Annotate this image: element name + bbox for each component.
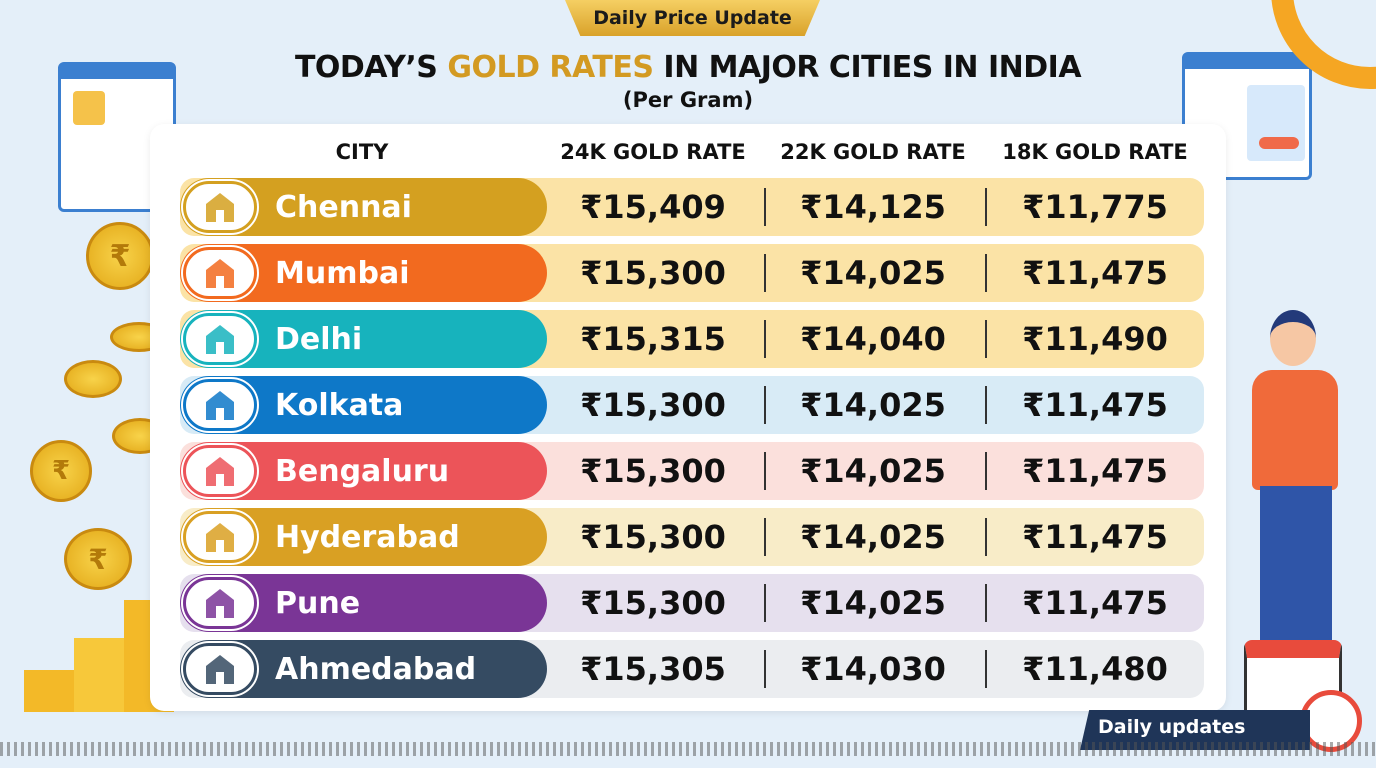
house-icon [183,643,257,695]
rate-24k: ₹15,409 [580,188,726,226]
city-name: Hyderabad [275,519,460,555]
header-22k: 22K GOLD RATE [780,140,966,164]
city-name: Mumbai [275,255,410,291]
table-row: Mumbai ₹15,300 ₹14,025 ₹11,475 [180,244,1204,302]
header-18k: 18K GOLD RATE [1002,140,1188,164]
table-row: Kolkata ₹15,300 ₹14,025 ₹11,475 [180,376,1204,434]
city-pill: Delhi [180,310,547,368]
rate-22k: ₹14,025 [800,584,946,622]
table-row: Bengaluru ₹15,300 ₹14,025 ₹11,475 [180,442,1204,500]
city-name: Chennai [275,189,412,225]
woman-holding-jewelry-illustration [1240,310,1350,650]
temple-icon [183,181,257,233]
fort-icon [183,577,257,629]
table-row: Ahmedabad ₹15,305 ₹14,030 ₹11,480 [180,640,1204,698]
rate-18k: ₹11,475 [1022,254,1168,292]
rate-18k: ₹11,475 [1022,386,1168,424]
bridge-icon [183,379,257,431]
city-pill: Hyderabad [180,508,547,566]
city-pill: Mumbai [180,244,547,302]
city-pill: Pune [180,574,547,632]
rate-24k: ₹15,300 [580,518,726,556]
orange-arc-decoration [1271,0,1376,89]
city-pill: Bengaluru [180,442,547,500]
title-part1: TODAY’S [294,50,448,85]
rate-18k: ₹11,475 [1022,518,1168,556]
column-divider [764,386,766,424]
rate-22k: ₹14,030 [800,650,946,688]
rate-24k: ₹15,300 [580,452,726,490]
city-name: Kolkata [275,387,404,423]
rate-22k: ₹14,025 [800,518,946,556]
column-divider [764,650,766,688]
decorative-border [0,742,1376,756]
column-divider [985,254,987,292]
column-divider [764,518,766,556]
column-divider [985,650,987,688]
gold-coin-icon [64,360,122,398]
gateway-icon [183,247,257,299]
rate-24k: ₹15,305 [580,650,726,688]
rate-18k: ₹11,775 [1022,188,1168,226]
page-subtitle: (Per Gram) [622,88,754,112]
city-name: Bengaluru [275,453,450,489]
column-divider [764,320,766,358]
title-highlight: GOLD RATES [447,50,654,85]
title-part2: IN MAJOR CITIES IN INDIA [653,50,1082,85]
table-row: Hyderabad ₹15,300 ₹14,025 ₹11,475 [180,508,1204,566]
rate-22k: ₹14,125 [800,188,946,226]
table-row: Pune ₹15,300 ₹14,025 ₹11,475 [180,574,1204,632]
column-divider [985,386,987,424]
rupee-coin-icon: ₹ [64,528,132,590]
india-gate-icon [183,313,257,365]
charminar-icon [183,511,257,563]
rate-22k: ₹14,025 [800,254,946,292]
column-divider [985,452,987,490]
rate-22k: ₹14,040 [800,320,946,358]
rate-18k: ₹11,480 [1022,650,1168,688]
column-divider [764,584,766,622]
palace-icon [183,445,257,497]
header-city: CITY [335,140,389,164]
column-divider [985,518,987,556]
city-pill: Chennai [180,178,547,236]
column-divider [764,254,766,292]
page-title: TODAY’S GOLD RATES IN MAJOR CITIES IN IN… [0,50,1376,85]
rate-24k: ₹15,300 [580,386,726,424]
rupee-coin-icon: ₹ [86,222,154,290]
city-name: Delhi [275,321,363,357]
rate-22k: ₹14,025 [800,386,946,424]
daily-price-update-badge: Daily Price Update [565,0,820,36]
rate-18k: ₹11,475 [1022,584,1168,622]
city-name: Pune [275,585,361,621]
table-row: Chennai ₹15,409 ₹14,125 ₹11,775 [180,178,1204,236]
rate-24k: ₹15,300 [580,584,726,622]
rate-22k: ₹14,025 [800,452,946,490]
rate-18k: ₹11,490 [1022,320,1168,358]
column-divider [985,188,987,226]
city-name: Ahmedabad [275,651,477,687]
column-divider [985,320,987,358]
rupee-coin-icon: ₹ [30,440,92,502]
column-divider [764,188,766,226]
rate-24k: ₹15,315 [580,320,726,358]
city-pill: Kolkata [180,376,547,434]
rate-24k: ₹15,300 [580,254,726,292]
column-divider [764,452,766,490]
rate-18k: ₹11,475 [1022,452,1168,490]
city-pill: Ahmedabad [180,640,547,698]
table-row: Delhi ₹15,315 ₹14,040 ₹11,490 [180,310,1204,368]
column-divider [985,584,987,622]
header-24k: 24K GOLD RATE [560,140,746,164]
